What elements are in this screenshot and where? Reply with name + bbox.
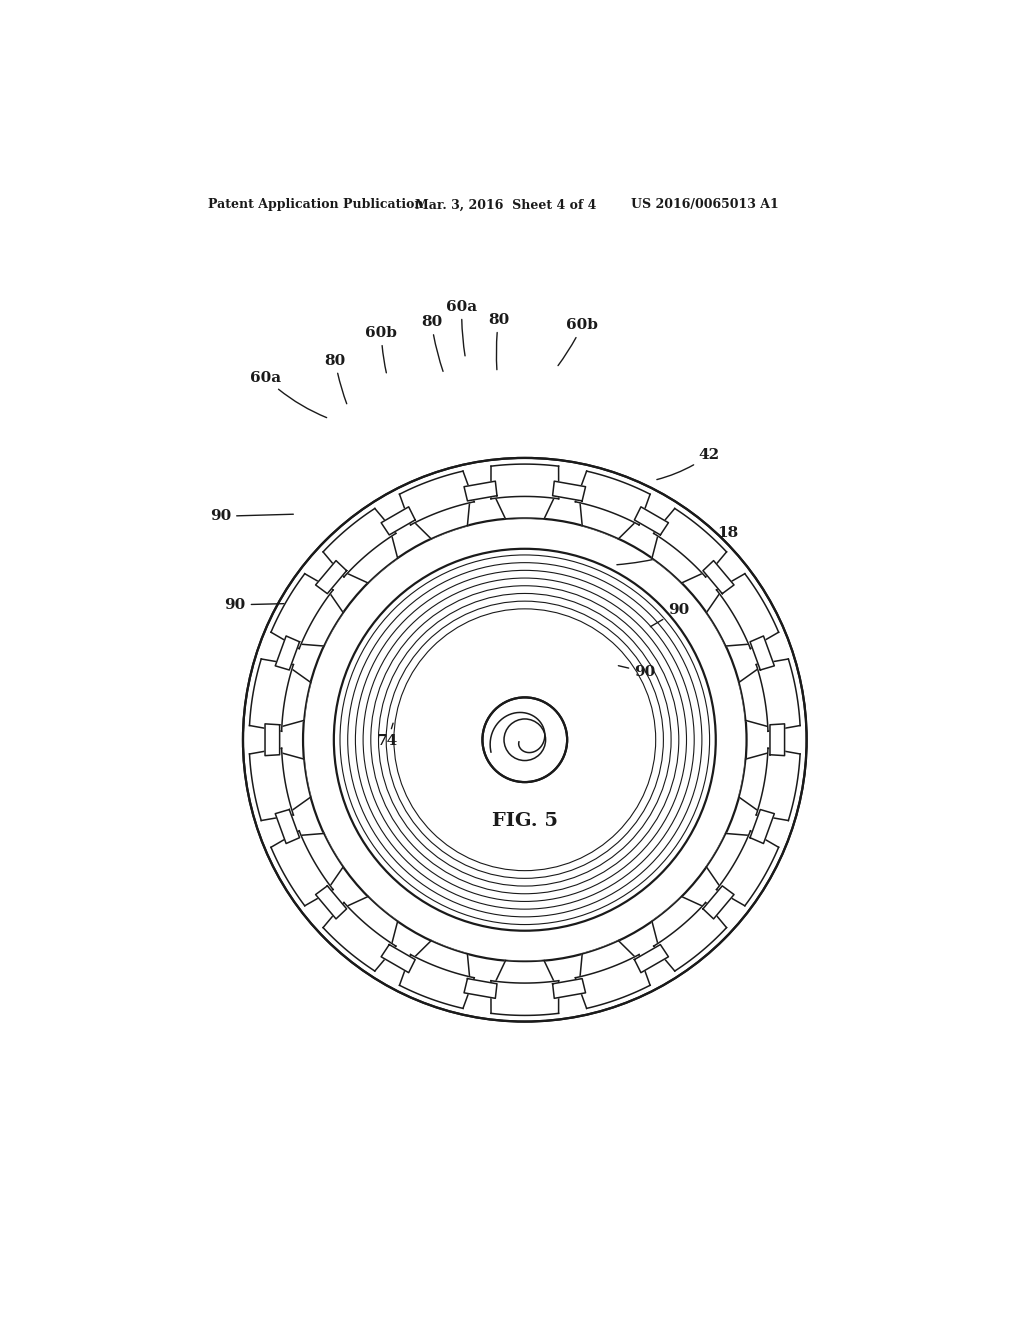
Polygon shape: [717, 574, 778, 648]
Text: 90: 90: [210, 510, 293, 523]
Text: 74: 74: [377, 723, 398, 748]
Text: 80: 80: [487, 313, 509, 370]
Polygon shape: [575, 954, 650, 1008]
Text: 60b: 60b: [366, 326, 397, 372]
Polygon shape: [652, 896, 703, 945]
Polygon shape: [707, 593, 751, 645]
Polygon shape: [717, 830, 778, 906]
Text: 90: 90: [224, 598, 290, 612]
Polygon shape: [250, 748, 294, 821]
Polygon shape: [707, 833, 751, 887]
Polygon shape: [490, 465, 559, 499]
Text: 80: 80: [421, 315, 443, 371]
Text: 60a: 60a: [446, 300, 477, 356]
Polygon shape: [281, 752, 310, 812]
Polygon shape: [299, 593, 343, 645]
Text: 90: 90: [650, 603, 689, 627]
Polygon shape: [299, 833, 343, 887]
Text: 18: 18: [616, 527, 738, 565]
Polygon shape: [250, 659, 294, 731]
Polygon shape: [414, 502, 470, 539]
Polygon shape: [702, 561, 734, 594]
Polygon shape: [346, 896, 397, 945]
Polygon shape: [381, 507, 415, 535]
Polygon shape: [739, 752, 769, 812]
Polygon shape: [553, 482, 586, 500]
Polygon shape: [750, 636, 774, 671]
Polygon shape: [323, 903, 396, 972]
Polygon shape: [275, 636, 300, 671]
Polygon shape: [495, 495, 555, 519]
Polygon shape: [464, 482, 497, 500]
Text: 60b: 60b: [558, 318, 598, 366]
Polygon shape: [271, 830, 333, 906]
Polygon shape: [323, 508, 396, 577]
Polygon shape: [265, 723, 280, 755]
Polygon shape: [399, 471, 474, 525]
Text: 60a: 60a: [250, 371, 327, 417]
Polygon shape: [653, 903, 727, 972]
Polygon shape: [495, 961, 555, 985]
Polygon shape: [346, 535, 397, 583]
Polygon shape: [464, 978, 497, 998]
Text: FIG. 5: FIG. 5: [492, 812, 558, 829]
Polygon shape: [750, 809, 774, 843]
Text: Patent Application Publication: Patent Application Publication: [208, 198, 423, 211]
Polygon shape: [575, 471, 650, 525]
Polygon shape: [770, 723, 784, 755]
Polygon shape: [756, 659, 800, 731]
Polygon shape: [315, 886, 347, 919]
Polygon shape: [271, 574, 333, 648]
Polygon shape: [653, 508, 727, 577]
Polygon shape: [580, 941, 636, 978]
Text: 80: 80: [325, 354, 347, 404]
Text: 42: 42: [656, 447, 720, 479]
Polygon shape: [702, 886, 734, 919]
Polygon shape: [315, 561, 347, 594]
Polygon shape: [756, 748, 800, 821]
Polygon shape: [490, 981, 559, 1015]
Polygon shape: [652, 535, 703, 583]
Polygon shape: [739, 668, 769, 727]
Polygon shape: [281, 668, 310, 727]
Circle shape: [243, 458, 807, 1022]
Circle shape: [482, 697, 567, 781]
Text: Mar. 3, 2016  Sheet 4 of 4: Mar. 3, 2016 Sheet 4 of 4: [416, 198, 597, 211]
Polygon shape: [635, 507, 669, 535]
Polygon shape: [381, 945, 415, 973]
Polygon shape: [399, 954, 474, 1008]
Text: 90: 90: [618, 665, 655, 678]
Polygon shape: [275, 809, 300, 843]
Text: US 2016/0065013 A1: US 2016/0065013 A1: [631, 198, 779, 211]
Polygon shape: [580, 502, 636, 539]
Polygon shape: [414, 941, 470, 978]
Polygon shape: [553, 978, 586, 998]
Text: 32: 32: [515, 727, 563, 752]
Polygon shape: [635, 945, 669, 973]
